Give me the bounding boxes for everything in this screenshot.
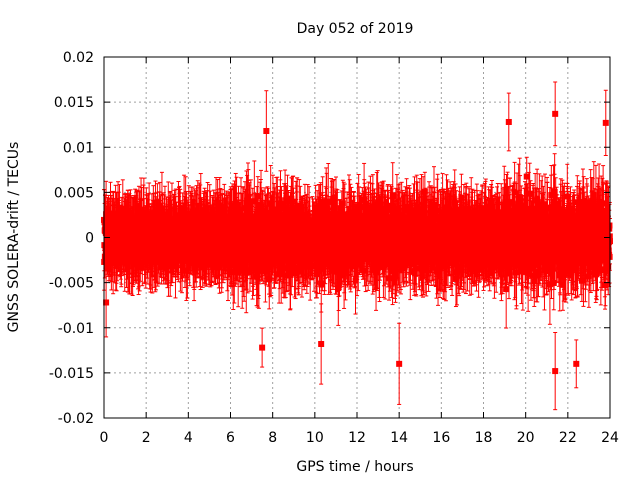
data-series <box>101 81 613 411</box>
